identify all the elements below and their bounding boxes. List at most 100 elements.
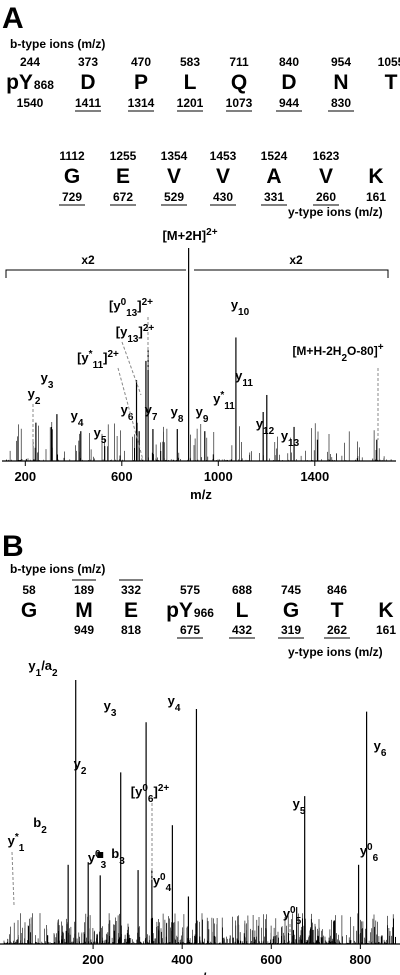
specA-peak-label: y5 [94,425,107,446]
specB-peak-label: b3 [111,846,125,867]
specA-peak-label: y10 [231,297,250,318]
specA-peak-label-part: O-80] [347,344,378,358]
panel-a-sequence-row-1: 244 pY868 1540 373 D 1411 470 P 1314 583 L 1201 711 Q… [6,55,400,112]
specA-peak-label-part: y [171,404,179,419]
specA-peak-label-part: [y [77,350,89,365]
specB-peak-label-part: 3 [101,860,107,871]
specA-peak-label-part: 13 [127,334,139,345]
specB-x-tick-label: 400 [171,952,193,967]
specA-peak-label: y12 [256,416,275,437]
panel-b-sequence-row: 58G189M949332E818575pY966675688L432745G3… [21,579,396,639]
a-row2-b-ion: 1255 [110,149,137,163]
specB-peak-label: y2 [74,756,87,777]
b-row-b-ion: 846 [327,583,347,597]
a-row1-b-ion: 244 [20,55,40,69]
specA-label-leader [117,367,144,461]
specB-peak-label-part: 0 [160,872,166,883]
panel-b-letter: B [2,530,24,563]
specB-peak-label-part: 6 [148,794,154,805]
specA-peak-label: y7 [145,402,158,423]
specA-peak-label-part: 2+ [107,349,119,360]
a-row1-y-ion: 830 [331,96,351,110]
specB-peak-label-part: b [111,846,119,861]
specA-peak-label-part: y [256,416,264,431]
b-row-b-ion: 745 [281,583,301,597]
a-row2-residue: V [167,165,181,188]
specB-peak-label-part: y [283,906,291,921]
a-row1-y-ion: 1411 [75,96,101,110]
specA-peak-label-part: 4 [78,418,84,429]
specB-peak-label-part: ] [153,784,157,799]
a-row2-b-ion: 1112 [59,149,85,163]
specB-peak-label-part: /a [41,658,53,673]
y1-star-leader [11,851,15,906]
specB-peak-label: y03 [88,849,107,871]
specA-peak-label: y4 [71,408,84,429]
specB-peak-label-part: 0 [290,905,296,916]
b-row-y-ion: 319 [281,623,301,637]
specB-peak-label: y06 [360,842,379,864]
panel-b-b-header: b-type ions (m/z) [10,562,105,576]
a-row1-residue-number: 868 [34,78,54,92]
a-row2-residue: G [64,165,80,188]
a-row1-y-ion: 1201 [177,96,204,110]
specA-peak-label: [y*11]2+ [77,349,119,371]
specB-peak-label-part: 3 [111,708,117,719]
specB-peak-label-part: 6 [381,748,387,759]
zoom-bracket-left [5,269,186,278]
specA-x-tick-label: 1000 [204,469,233,484]
a-row1-y-ion: 944 [279,96,299,110]
specA-peak-label-part: [y [109,298,121,313]
specB-peak-label-part: 5 [300,806,306,817]
specA-peak-label: y13 [281,428,300,449]
specA-peak-label-part: y [196,404,204,419]
panel-b-y-header: y-type ions (m/z) [288,645,383,659]
specB-peak-label-part: y [28,658,36,673]
specA-peak-label-part: 8 [178,414,184,425]
a-row1-residue: T [385,71,398,94]
specB-noise-peaks [3,913,396,944]
square-marker [97,852,104,858]
specB-peak-label-part: b [33,815,41,830]
specA-peak-label-part: 2 [35,396,41,407]
specA-peak-label: y11 [235,368,253,389]
a-row1-residue: N [333,71,348,94]
a-row1-b-ion: 373 [78,55,98,69]
specA-x-tick-label: 200 [14,469,36,484]
a-row2-y-ion: 331 [264,190,284,204]
a-row1-y-ion: 1540 [17,96,44,110]
specB-peak-label: b2 [33,815,47,836]
specA-noise-peaks [6,422,392,461]
specA-peak-label: [M+H-2H2O-80]+ [292,342,383,364]
specB-peak-label-part: 2 [52,668,58,679]
specA-peak-label-part: 12 [263,426,275,437]
a-row1-b-ion: 954 [331,55,351,69]
specA-peak-label-part: y [231,297,239,312]
panel-a-y-header: y-type ions (m/z) [288,205,383,219]
specB-peak-label-part: 1 [19,843,25,854]
a-row2-b-ion: 1453 [210,149,237,163]
a-row2-y-ion: 529 [164,190,184,204]
specA-peak-label-part: y [235,368,243,383]
specB-x-tick-label: 800 [350,952,372,967]
a-row2-residue: A [266,165,281,188]
specA-peak-label-part: 7 [152,412,158,423]
a-row2-y-ion: 260 [316,190,336,204]
a-row2-b-ion: 1354 [161,149,188,163]
a-row2-y-ion: 729 [62,190,82,204]
y13-2plus-leader [121,341,142,396]
specA-peak-label-part: 11 [242,378,253,389]
specA-peak-label: y2 [28,386,41,407]
specB-peak-label-part: 1 [36,668,42,679]
specB-peak-label: y3 [104,698,117,719]
specB-peak-label-part: y [8,833,16,848]
a-row2-b-ion: 1524 [261,149,288,163]
specB-peak-label-part: 5 [296,916,302,927]
b-row-residue: T [331,599,344,622]
specA-peak-label: y*11 [213,390,235,412]
a-row1-residue: D [281,71,296,94]
specA-peak-label-part: y [71,408,79,423]
b-row-y-ion: 262 [327,623,347,637]
